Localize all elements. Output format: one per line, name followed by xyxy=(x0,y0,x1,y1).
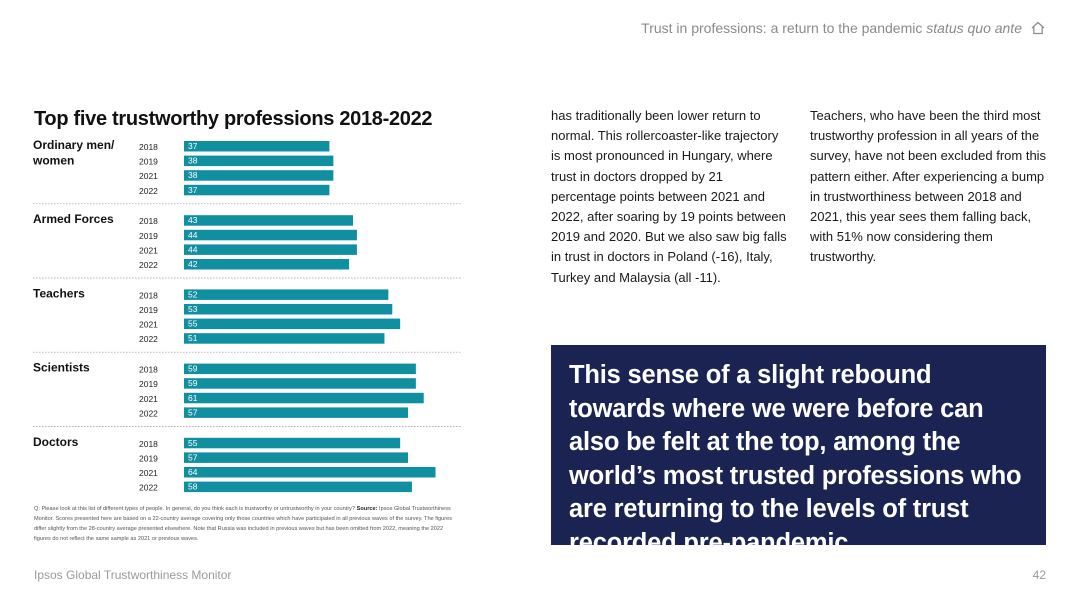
bar xyxy=(184,289,389,300)
bar-chart: Ordinary men/women 2018 37 2019 38 2021 38 2022… xyxy=(32,138,462,493)
page-header: Trust in professions: a return to the pa… xyxy=(641,20,1046,36)
header-title: Trust in professions: a return to the pa… xyxy=(641,20,1022,36)
bar-value-label: 59 xyxy=(188,378,198,388)
bar xyxy=(184,244,357,255)
year-label: 2019 xyxy=(139,231,158,241)
bar-value-label: 55 xyxy=(188,438,198,448)
bar xyxy=(184,467,436,478)
bar xyxy=(184,259,350,270)
bar-value-label: 44 xyxy=(188,244,198,254)
bar xyxy=(184,184,330,196)
bar-value-label: 59 xyxy=(188,364,198,374)
bar-value-label: 64 xyxy=(188,467,198,477)
highlight-quote-box: This sense of a slight rebound towards w… xyxy=(551,345,1046,557)
bar xyxy=(184,407,409,418)
year-label: 2021 xyxy=(139,468,158,478)
bar-value-label: 55 xyxy=(188,319,198,329)
bar-value-label: 37 xyxy=(188,185,198,195)
group-label: Armed Forces xyxy=(33,212,114,226)
bar xyxy=(184,229,357,241)
year-label: 2022 xyxy=(139,186,158,196)
body-text-column-2: Teachers, who have been the third most t… xyxy=(810,108,1047,265)
year-label: 2019 xyxy=(139,379,158,389)
bar-value-label: 57 xyxy=(188,407,198,417)
bar xyxy=(184,378,416,389)
year-label: 2021 xyxy=(139,394,158,404)
year-label: 2018 xyxy=(139,439,158,449)
bar-value-label: 42 xyxy=(188,259,198,269)
bar xyxy=(184,437,401,449)
bar xyxy=(184,215,353,226)
year-label: 2021 xyxy=(139,320,158,330)
bar xyxy=(184,481,412,493)
year-label: 2019 xyxy=(139,157,158,167)
group-label: Teachers xyxy=(33,286,85,300)
year-label: 2021 xyxy=(139,171,158,181)
bar-value-label: 38 xyxy=(188,170,198,180)
year-label: 2022 xyxy=(139,483,158,493)
bar-value-label: 52 xyxy=(188,289,198,299)
body-text-column-1: has traditionally been lower return to n… xyxy=(551,108,787,285)
bar xyxy=(184,452,409,463)
year-label: 2018 xyxy=(139,290,158,300)
year-label: 2019 xyxy=(139,305,158,315)
bar xyxy=(184,392,424,404)
year-label: 2022 xyxy=(139,260,158,270)
bar-value-label: 53 xyxy=(188,304,198,314)
bar xyxy=(184,333,385,344)
group-label: Doctors xyxy=(33,435,79,449)
bar-value-label: 43 xyxy=(188,215,198,225)
bar xyxy=(184,363,416,375)
page-number: 42 xyxy=(1032,568,1046,582)
bar xyxy=(184,141,330,152)
bar xyxy=(184,304,393,315)
bar-value-label: 51 xyxy=(188,333,198,343)
year-label: 2018 xyxy=(139,216,158,226)
bar-value-label: 37 xyxy=(188,141,198,151)
group-label: Ordinary men/ xyxy=(33,138,115,152)
chart-title: Top five trustworthy professions 2018-20… xyxy=(34,108,433,130)
bar-value-label: 44 xyxy=(188,230,198,240)
bar-value-label: 58 xyxy=(188,482,198,492)
year-label: 2021 xyxy=(139,245,158,255)
bar-value-label: 38 xyxy=(188,156,198,166)
chart-footnote: Q: Please look at this list of different… xyxy=(34,506,453,542)
footer-source: Ipsos Global Trustworthiness Monitor xyxy=(34,568,232,582)
year-label: 2022 xyxy=(139,334,158,344)
year-label: 2018 xyxy=(139,142,158,152)
year-label: 2018 xyxy=(139,365,158,375)
bar xyxy=(184,170,334,181)
bar xyxy=(184,318,401,330)
home-icon[interactable] xyxy=(1030,20,1046,36)
bar xyxy=(184,155,334,167)
year-label: 2019 xyxy=(139,453,158,463)
year-label: 2022 xyxy=(139,408,158,418)
group-label: women xyxy=(32,154,74,168)
group-label: Scientists xyxy=(33,361,90,375)
bar-value-label: 57 xyxy=(188,452,198,462)
bar-value-label: 61 xyxy=(188,393,198,403)
